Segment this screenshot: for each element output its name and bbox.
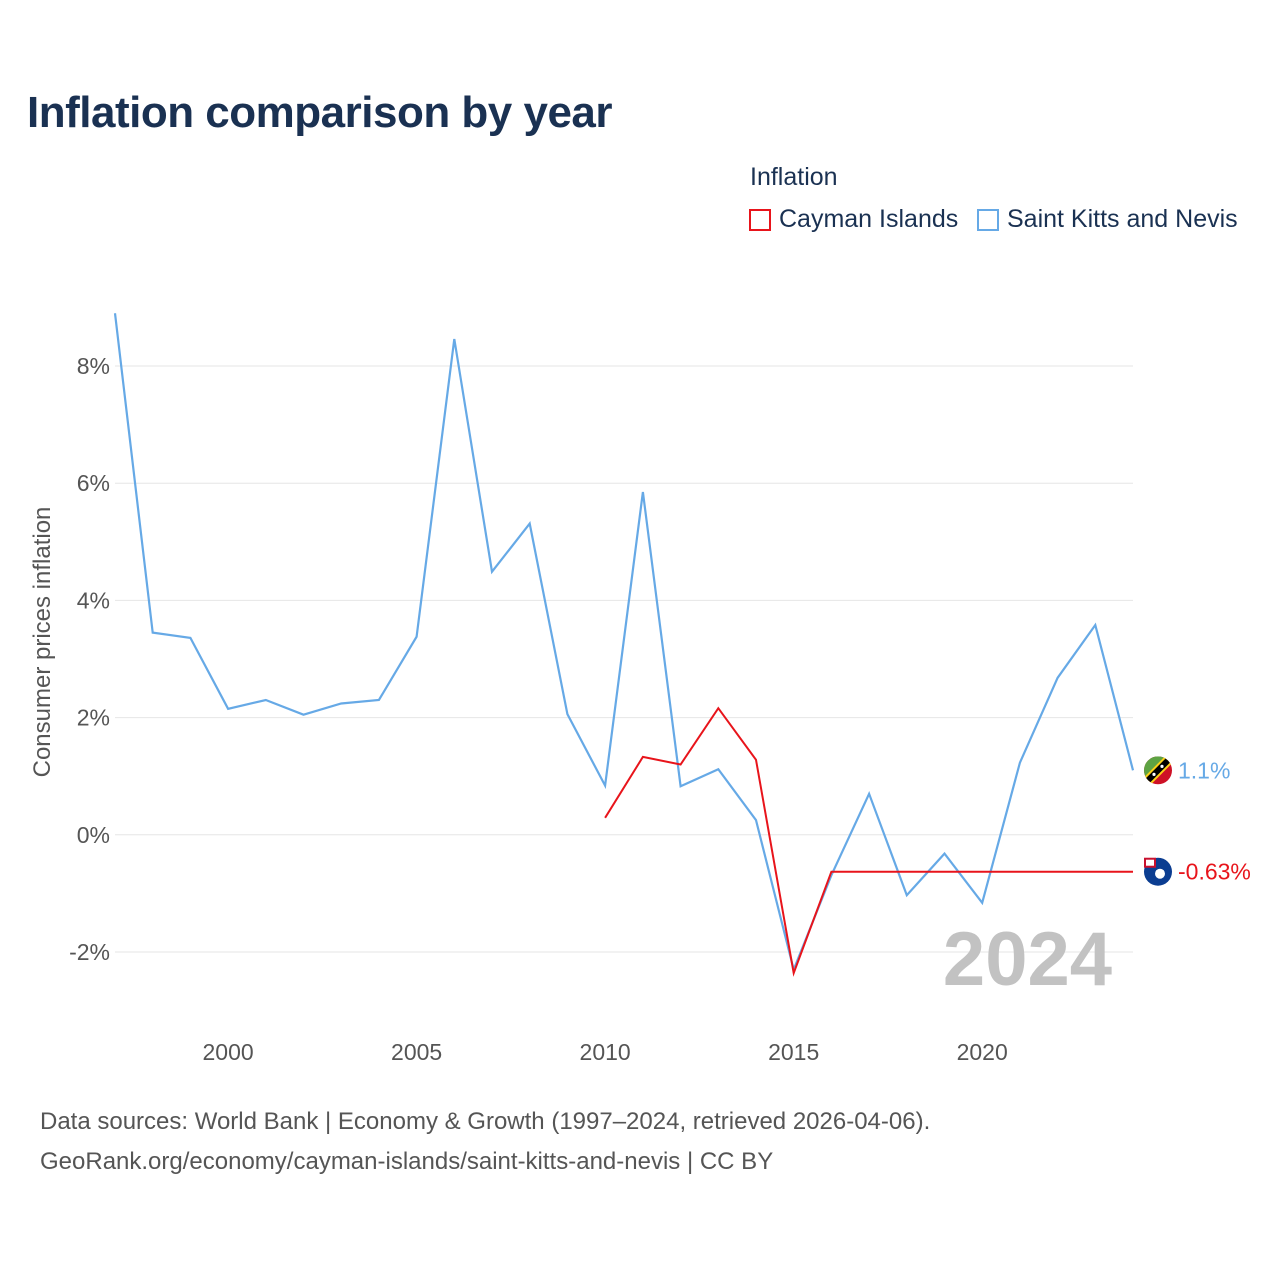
y-tick-label: 0%: [77, 822, 110, 848]
flag-star: [1160, 764, 1164, 768]
y-tick-label: 4%: [77, 587, 110, 613]
y-tick-label: 6%: [77, 470, 110, 496]
legend-title: Inflation: [750, 163, 838, 191]
y-axis-label: Consumer prices inflation: [29, 507, 56, 778]
end-value-label-saint-kitts-and-nevis: 1.1%: [1178, 757, 1230, 783]
saint-kitts-and-nevis-flag-icon: [1144, 756, 1172, 785]
legend-swatch-saint-kitts-and-nevis: [977, 208, 999, 231]
flag-crest: [1155, 868, 1165, 879]
legend-label-cayman-islands: Cayman Islands: [779, 205, 959, 233]
current-year-watermark: 2024: [943, 917, 1112, 1002]
chart-title: Inflation comparison by year: [27, 88, 613, 137]
source-line-2: GeoRank.org/economy/cayman-islands/saint…: [40, 1148, 774, 1175]
legend-item-cayman-islands[interactable]: Cayman Islands: [749, 205, 958, 234]
legend-item-saint-kitts-and-nevis[interactable]: Saint Kitts and Nevis: [977, 205, 1238, 234]
x-tick-label: 2020: [957, 1039, 1008, 1065]
x-tick-label: 2015: [768, 1039, 819, 1065]
cayman-islands-flag-icon: [1144, 857, 1172, 886]
x-tick-label: 2010: [580, 1039, 631, 1065]
source-line-1: Data sources: World Bank | Economy & Gro…: [40, 1108, 931, 1135]
flag-star: [1152, 772, 1156, 776]
series-line-saint-kitts-and-nevis: [113, 313, 1135, 974]
legend-swatch-cayman-islands: [749, 208, 771, 231]
flag-union-jack-white: [1146, 859, 1154, 866]
y-tick-label: 8%: [77, 353, 110, 379]
x-tick-label: 2005: [391, 1039, 442, 1065]
legend-label-saint-kitts-and-nevis: Saint Kitts and Nevis: [1007, 205, 1238, 233]
y-tick-label: -2%: [69, 939, 110, 965]
y-tick-label: 2%: [77, 705, 110, 731]
series-line-cayman-islands: [604, 706, 1133, 977]
end-value-label-cayman-islands: -0.63%: [1178, 859, 1251, 885]
x-tick-label: 2000: [203, 1039, 254, 1065]
flag-body: [1144, 756, 1172, 785]
